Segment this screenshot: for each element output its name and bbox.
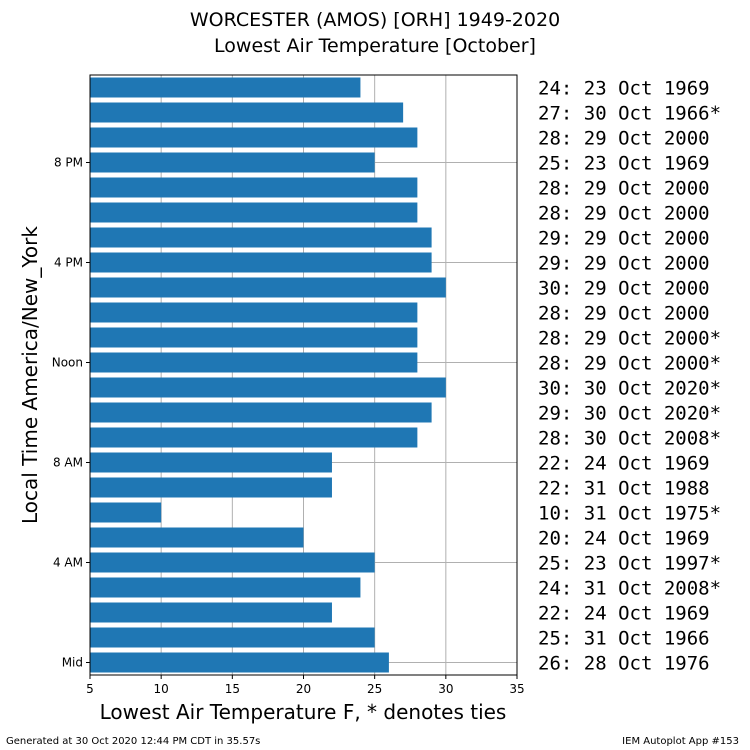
- x-tick-label: 25: [367, 682, 382, 696]
- x-tick-label: 15: [225, 682, 240, 696]
- bar: [90, 452, 332, 473]
- bar-annotation: 27: 30 Oct 1966*: [538, 103, 721, 125]
- bar: [90, 427, 418, 448]
- y-tick-label: 8 PM: [54, 156, 83, 170]
- y-tick-label: 4 PM: [54, 256, 83, 270]
- y-axis-ticks: Mid 4 AM 8 AM Noon 4 PM 8 PM: [52, 156, 90, 670]
- x-tick-label: 30: [438, 682, 453, 696]
- y-axis-label: Local Time America/New_York: [18, 226, 42, 524]
- bar-annotation: 22: 24 Oct 1969: [538, 603, 710, 625]
- bar: [90, 602, 332, 623]
- bar: [90, 552, 375, 573]
- bar-annotation: 30: 30 Oct 2020*: [538, 378, 721, 400]
- footer-generated: Generated at 30 Oct 2020 12:44 PM CDT in…: [6, 736, 260, 747]
- bar: [90, 527, 304, 548]
- y-tick-label: Mid: [62, 656, 83, 670]
- bar-annotation: 29: 30 Oct 2020*: [538, 403, 721, 425]
- bar: [90, 652, 389, 673]
- bar-annotation: 28: 29 Oct 2000*: [538, 353, 721, 375]
- bar: [90, 102, 404, 123]
- bar-annotation: 25: 23 Oct 1969: [538, 153, 710, 175]
- y-tick-label: 8 AM: [53, 456, 83, 470]
- bar-annotation: 29: 29 Oct 2000: [538, 253, 710, 275]
- bar-annotation: 28: 29 Oct 2000: [538, 303, 710, 325]
- x-tick-label: 35: [509, 682, 524, 696]
- x-tick-label: 20: [296, 682, 311, 696]
- x-axis-label: Lowest Air Temperature F, * denotes ties: [100, 700, 507, 724]
- bar-annotation: 28: 30 Oct 2008*: [538, 428, 721, 450]
- bar-annotation: 28: 29 Oct 2000: [538, 203, 710, 225]
- bar-annotation: 20: 24 Oct 1969: [538, 528, 710, 550]
- y-tick-label: 4 AM: [53, 556, 83, 570]
- bar: [90, 477, 332, 498]
- bar: [90, 277, 446, 298]
- bar-annotation: 29: 29 Oct 2000: [538, 228, 710, 250]
- bar: [90, 352, 418, 373]
- bar-annotation: 28: 29 Oct 2000*: [538, 328, 721, 350]
- bar: [90, 577, 361, 598]
- footer-app: IEM Autoplot App #153: [622, 736, 739, 747]
- y-tick-label: Noon: [52, 356, 83, 370]
- bars: [90, 77, 446, 673]
- chart-subtitle: Lowest Air Temperature [October]: [214, 35, 536, 57]
- bar-annotation: 28: 29 Oct 2000: [538, 178, 710, 200]
- bar: [90, 202, 418, 223]
- bar: [90, 77, 361, 98]
- bar-annotation: 28: 29 Oct 2000: [538, 128, 710, 150]
- x-axis-ticks: 5 10 15 20 25 30 35: [86, 675, 525, 696]
- bar: [90, 127, 418, 148]
- bar-annotation: 22: 31 Oct 1988: [538, 478, 710, 500]
- bar: [90, 377, 446, 398]
- bar-annotation: 22: 24 Oct 1969: [538, 453, 710, 475]
- bar: [90, 327, 418, 348]
- bar: [90, 302, 418, 323]
- bar-annotation: 26: 28 Oct 1976: [538, 653, 710, 675]
- chart-title: WORCESTER (AMOS) [ORH] 1949-2020: [190, 9, 560, 31]
- x-tick-label: 5: [86, 682, 94, 696]
- bar: [90, 227, 432, 248]
- bar: [90, 177, 418, 198]
- bar: [90, 152, 375, 173]
- bar-annotation: 10: 31 Oct 1975*: [538, 503, 721, 525]
- bar: [90, 502, 162, 523]
- bar-annotation: 24: 23 Oct 1969: [538, 78, 710, 100]
- bar-annotation: 25: 23 Oct 1997*: [538, 553, 721, 575]
- bar: [90, 627, 375, 648]
- x-tick-label: 10: [154, 682, 169, 696]
- bar-annotation: 30: 29 Oct 2000: [538, 278, 710, 300]
- bar: [90, 402, 432, 423]
- bar-annotation: 25: 31 Oct 1966: [538, 628, 710, 650]
- bar: [90, 252, 432, 273]
- bar-annotations: 26: 28 Oct 1976 25: 31 Oct 1966 22: 24 Oct…: [538, 78, 721, 675]
- bar-annotation: 24: 31 Oct 2008*: [538, 578, 721, 600]
